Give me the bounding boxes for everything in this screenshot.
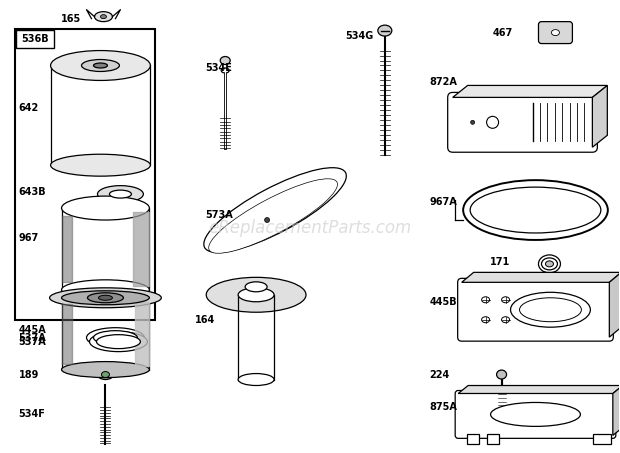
Ellipse shape [497,370,507,379]
Ellipse shape [378,25,392,36]
Ellipse shape [97,370,113,380]
Ellipse shape [265,217,270,222]
Ellipse shape [99,295,112,300]
Text: 537A: 537A [19,337,46,347]
Ellipse shape [209,179,337,253]
Ellipse shape [50,288,161,308]
Ellipse shape [206,277,306,312]
Ellipse shape [238,288,274,302]
Ellipse shape [87,328,144,347]
Ellipse shape [487,116,498,128]
Ellipse shape [490,402,580,426]
FancyBboxPatch shape [539,22,572,43]
Polygon shape [613,386,620,435]
Polygon shape [592,86,608,147]
Polygon shape [458,386,620,394]
Ellipse shape [471,120,475,124]
Text: 875A: 875A [430,402,458,412]
Ellipse shape [97,335,140,349]
Ellipse shape [51,51,151,81]
Bar [487,434,499,444]
Bar [15,29,156,320]
Ellipse shape [502,317,510,323]
Ellipse shape [51,154,151,176]
FancyBboxPatch shape [448,92,597,152]
Polygon shape [453,86,608,97]
Text: 967A: 967A [430,197,458,207]
Ellipse shape [482,297,490,303]
Bar [593,434,611,444]
Ellipse shape [61,280,149,300]
Ellipse shape [546,261,554,267]
Ellipse shape [520,298,582,322]
Text: 164: 164 [195,315,216,325]
Ellipse shape [245,282,267,292]
Text: 642: 642 [19,103,39,113]
FancyBboxPatch shape [458,278,613,341]
FancyBboxPatch shape [455,390,616,439]
Ellipse shape [94,12,112,22]
Ellipse shape [551,29,559,36]
Ellipse shape [97,186,143,202]
Ellipse shape [539,255,560,273]
Ellipse shape [110,190,131,198]
Ellipse shape [89,332,148,352]
Text: 967: 967 [19,233,39,243]
Ellipse shape [87,293,123,303]
Text: 224: 224 [430,370,450,380]
Ellipse shape [61,361,149,377]
Text: 445B: 445B [430,297,458,307]
Ellipse shape [61,291,149,305]
Bar [16,29,53,48]
Text: eReplacementParts.com: eReplacementParts.com [208,219,412,237]
Ellipse shape [541,258,557,270]
Ellipse shape [204,168,347,252]
Ellipse shape [221,68,229,73]
Ellipse shape [81,59,120,72]
Text: 537A: 537A [19,333,46,342]
Text: 171: 171 [490,257,510,267]
Ellipse shape [238,374,274,386]
Ellipse shape [94,331,138,345]
Text: 445A: 445A [19,325,46,335]
Bar [467,434,479,444]
Ellipse shape [463,180,608,240]
Ellipse shape [94,63,107,68]
Text: 534E: 534E [205,63,232,73]
Ellipse shape [470,187,601,233]
Text: 643B: 643B [19,187,46,197]
Text: 165: 165 [61,14,81,24]
Ellipse shape [502,297,510,303]
Ellipse shape [510,292,590,327]
Text: 872A: 872A [430,77,458,87]
Ellipse shape [482,317,490,323]
Ellipse shape [220,57,230,64]
Polygon shape [462,272,620,282]
Text: 573A: 573A [205,210,233,220]
Ellipse shape [102,371,110,377]
Polygon shape [609,272,620,337]
Ellipse shape [61,196,149,220]
Text: 536B: 536B [21,34,48,43]
Text: 467: 467 [493,28,513,38]
Text: 534G: 534G [345,31,373,41]
Ellipse shape [100,14,107,19]
Text: 189: 189 [19,370,39,380]
Text: 534F: 534F [19,410,45,419]
